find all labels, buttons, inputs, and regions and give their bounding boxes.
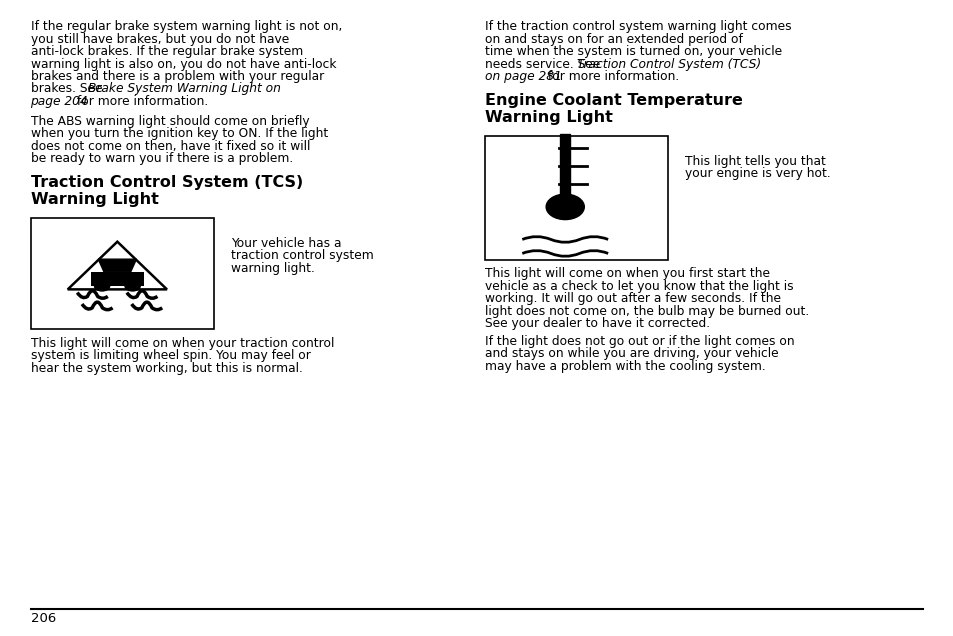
Text: Brake System Warning Light on: Brake System Warning Light on (88, 82, 280, 95)
Text: for more information.: for more information. (543, 70, 679, 83)
Text: If the regular brake system warning light is not on,: If the regular brake system warning ligh… (30, 20, 341, 33)
Text: working. It will go out after a few seconds. If the: working. It will go out after a few seco… (484, 292, 780, 305)
Text: If the traction control system warning light comes: If the traction control system warning l… (484, 20, 790, 33)
Text: Warning Light: Warning Light (30, 191, 158, 207)
Text: may have a problem with the cooling system.: may have a problem with the cooling syst… (484, 359, 764, 373)
Text: light does not come on, the bulb may be burned out.: light does not come on, the bulb may be … (484, 305, 808, 317)
Text: and stays on while you are driving, your vehicle: and stays on while you are driving, your… (484, 347, 778, 360)
Text: Your vehicle has a: Your vehicle has a (231, 237, 341, 250)
Text: does not come on then, have it fixed so it will: does not come on then, have it fixed so … (30, 139, 310, 153)
Text: anti-lock brakes. If the regular brake system: anti-lock brakes. If the regular brake s… (30, 45, 302, 58)
Text: Traction Control System (TCS): Traction Control System (TCS) (30, 175, 302, 190)
FancyBboxPatch shape (91, 272, 144, 286)
FancyBboxPatch shape (30, 218, 213, 329)
Text: needs service. See: needs service. See (484, 57, 603, 71)
Circle shape (125, 280, 140, 291)
Text: when you turn the ignition key to ON. If the light: when you turn the ignition key to ON. If… (30, 127, 328, 140)
Circle shape (545, 194, 583, 219)
Polygon shape (98, 259, 136, 272)
Text: brakes and there is a problem with your regular: brakes and there is a problem with your … (30, 70, 323, 83)
Text: page 204: page 204 (30, 95, 88, 107)
Text: time when the system is turned on, your vehicle: time when the system is turned on, your … (484, 45, 781, 58)
Text: on and stays on for an extended period of: on and stays on for an extended period o… (484, 32, 741, 46)
Text: system is limiting wheel spin. You may feel or: system is limiting wheel spin. You may f… (30, 349, 310, 362)
Text: Traction Control System (TCS): Traction Control System (TCS) (577, 57, 760, 71)
Bar (559, 134, 569, 198)
Text: brakes. See: brakes. See (30, 82, 106, 95)
Text: This light will come on when your traction control: This light will come on when your tracti… (30, 336, 334, 350)
Text: warning light is also on, you do not have anti-lock: warning light is also on, you do not hav… (30, 57, 335, 71)
Text: warning light.: warning light. (231, 261, 314, 275)
Text: The ABS warning light should come on briefly: The ABS warning light should come on bri… (30, 114, 309, 128)
Text: you still have brakes, but you do not have: you still have brakes, but you do not ha… (30, 32, 289, 46)
Text: Warning Light: Warning Light (484, 109, 612, 125)
Text: on page 281: on page 281 (484, 70, 560, 83)
Text: This light will come on when you first start the: This light will come on when you first s… (484, 267, 769, 280)
Text: This light tells you that: This light tells you that (684, 155, 825, 168)
Text: If the light does not go out or if the light comes on: If the light does not go out or if the l… (484, 335, 794, 348)
Text: Engine Coolant Temperature: Engine Coolant Temperature (484, 93, 741, 108)
Circle shape (94, 280, 110, 291)
Text: See your dealer to have it corrected.: See your dealer to have it corrected. (484, 317, 709, 330)
Text: hear the system working, but this is normal.: hear the system working, but this is nor… (30, 361, 302, 375)
Text: 206: 206 (30, 612, 55, 625)
Text: vehicle as a check to let you know that the light is: vehicle as a check to let you know that … (484, 280, 793, 293)
Text: for more information.: for more information. (72, 95, 208, 107)
Text: traction control system: traction control system (231, 249, 374, 262)
Text: be ready to warn you if there is a problem.: be ready to warn you if there is a probl… (30, 152, 293, 165)
FancyBboxPatch shape (484, 135, 667, 259)
Text: your engine is very hot.: your engine is very hot. (684, 167, 830, 180)
